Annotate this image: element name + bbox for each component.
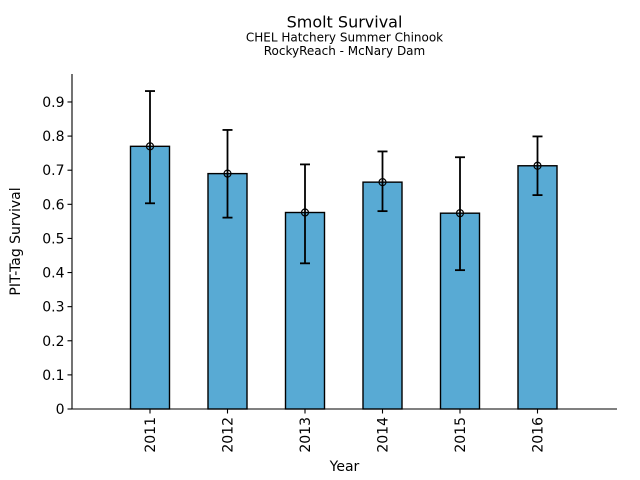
y-tick-label: 0.4: [42, 266, 64, 282]
y-tick-label: 0.2: [42, 334, 64, 350]
y-tick-label: 0.1: [42, 368, 64, 384]
y-tick-label: 0: [56, 402, 65, 418]
y-tick-label: 0.5: [42, 231, 64, 247]
mean-marker: [533, 161, 542, 170]
bar-2014: [362, 181, 403, 410]
chart-subtitle-line-1: CHEL Hatchery Summer Chinook: [246, 31, 443, 45]
x-axis-ticks: 2011 2012 2013 2014 2015 2016: [143, 409, 547, 453]
x-tick-label: 2013: [298, 417, 314, 453]
y-tick-label: 0.7: [42, 163, 64, 179]
y-tick-label: 0.3: [42, 300, 64, 316]
x-axis-label: Year: [329, 459, 360, 475]
x-tick-label: 2012: [221, 417, 237, 453]
x-tick-label: 2014: [376, 417, 392, 453]
y-tick-label: 0.6: [42, 197, 64, 213]
x-tick-label: 2015: [453, 417, 469, 453]
mean-marker: [145, 142, 155, 151]
y-axis-label: PIT-Tag Survival: [8, 187, 24, 295]
y-tick-label: 0.9: [42, 95, 64, 111]
mean-marker: [455, 209, 465, 218]
x-tick-label: 2016: [531, 417, 547, 453]
x-tick-label: 2011: [143, 417, 159, 453]
mean-marker: [378, 178, 387, 187]
chart-subtitle-line-2: RockyReach - McNary Dam: [264, 44, 425, 58]
chart-title: Smolt Survival: [287, 13, 403, 32]
mean-marker: [300, 208, 310, 217]
mean-marker: [223, 169, 232, 178]
y-axis-ticks: 0 0.1 0.2 0.3 0.4 0.5 0.6 0.7 0.8 0.9: [42, 95, 72, 418]
bar-2016: [517, 165, 558, 410]
y-tick-label: 0.8: [42, 129, 64, 145]
bars-group: [129, 90, 558, 410]
